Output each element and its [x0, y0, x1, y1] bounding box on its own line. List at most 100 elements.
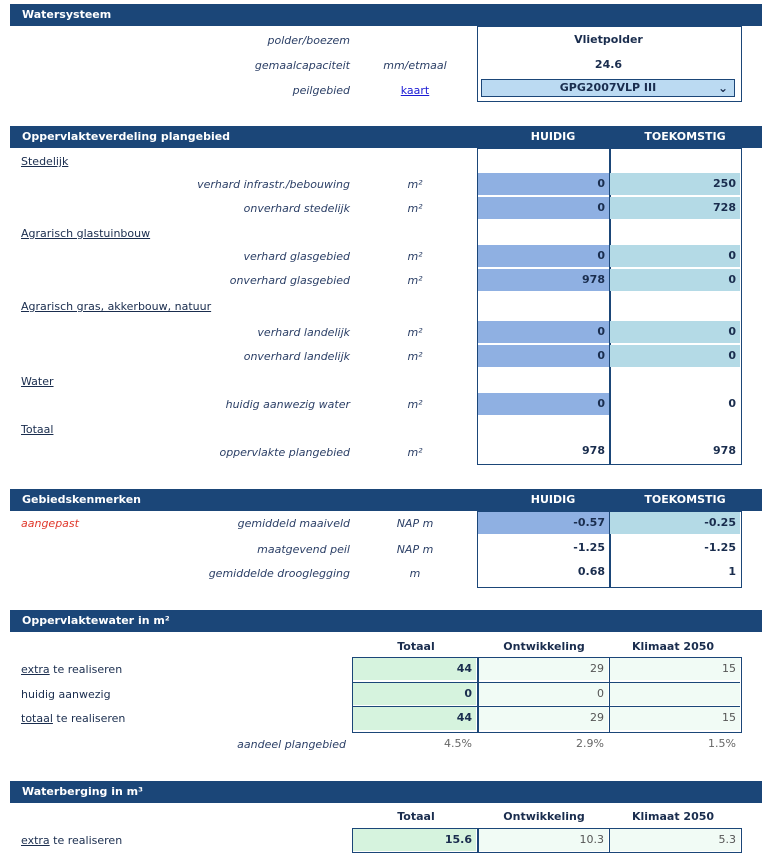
- row-unit: NAP m: [396, 543, 434, 556]
- huidig-value[interactable]: 0: [478, 345, 609, 367]
- row-unit: m²: [407, 398, 423, 411]
- toekomstig-value[interactable]: 0: [610, 245, 740, 267]
- row-label: gemiddeld maaiveld: [237, 517, 350, 530]
- row-label: gemiddelde drooglegging: [208, 567, 350, 580]
- toekomstig-value: -1.25: [704, 541, 736, 554]
- huidig-column-box: [477, 511, 611, 588]
- section-title: Oppervlakteverdeling plangebied: [22, 130, 231, 143]
- ontwikkeling-value: 29: [479, 658, 608, 680]
- col-huidig: HUIDIG: [530, 130, 576, 143]
- ontwikkeling-value: 10.3: [479, 829, 608, 851]
- huidig-value[interactable]: 0: [478, 197, 609, 219]
- peilgebied-selected: GPG2007VLP III: [559, 81, 657, 94]
- col-ontwikkeling: Ontwikkeling: [503, 640, 585, 653]
- row-extra-te-realiseren: extra te realiseren: [21, 663, 122, 676]
- row-label: verhard landelijk: [257, 326, 350, 339]
- toekomstig-value: 0: [728, 397, 736, 410]
- row-unit: m²: [407, 446, 423, 459]
- row-separator: [352, 682, 740, 683]
- row-unit: m²: [407, 350, 423, 363]
- huidig-value[interactable]: -0.57: [478, 512, 609, 534]
- totaal-value: 44: [353, 658, 476, 680]
- ontwikkeling-value: 0: [479, 683, 608, 705]
- aandeel-ontwikkeling: 2.9%: [576, 737, 604, 750]
- totaal-cell-box: [352, 828, 478, 853]
- row-unit: NAP m: [396, 517, 434, 530]
- section-header-watersysteem: Watersysteem: [10, 4, 762, 26]
- col-toekomstig: TOEKOMSTIG: [644, 130, 726, 143]
- row-unit: m²: [407, 326, 423, 339]
- aandeel-totaal: 4.5%: [444, 737, 472, 750]
- klimaat-value: 15: [610, 707, 740, 730]
- row-label-rest: te realiseren: [49, 834, 123, 847]
- peilgebied-label: peilgebied: [292, 84, 350, 97]
- row-unit: m²: [407, 250, 423, 263]
- section-title: Watersysteem: [22, 8, 112, 21]
- klimaat-value: [610, 683, 740, 705]
- row-label: onverhard landelijk: [243, 350, 350, 363]
- toekomstig-total: 978: [713, 444, 736, 457]
- section-header-waterberging: Waterberging in m³: [10, 781, 762, 803]
- row-label: maatgevend peil: [257, 543, 350, 556]
- row-label-rest: huidig aanwezig: [21, 688, 111, 701]
- toekomstig-value[interactable]: 728: [610, 197, 740, 219]
- section-title: Oppervlaktewater in m²: [22, 614, 170, 627]
- toekomstig-value: 1: [728, 565, 736, 578]
- section-title: Gebiedskenmerken: [22, 493, 141, 506]
- row-label: onverhard stedelijk: [243, 202, 350, 215]
- section-header-gebied: Gebiedskenmerken HUIDIG TOEKOMSTIG: [10, 489, 762, 511]
- toekomstig-value[interactable]: 0: [610, 269, 740, 291]
- section-totaal: Totaal: [21, 423, 54, 436]
- toekomstig-value[interactable]: 0: [610, 321, 740, 343]
- huidig-total: 978: [582, 444, 605, 457]
- klimaat-value: 5.3: [610, 829, 740, 851]
- row-label: verhard glasgebied: [243, 250, 350, 263]
- row-extra-te-realiseren: extra te realiseren: [21, 834, 122, 847]
- huidig-value[interactable]: 0: [478, 245, 609, 267]
- row-label: oppervlakte plangebied: [219, 446, 350, 459]
- row-unit: m: [409, 567, 421, 580]
- gemaal-label: gemaalcapaciteit: [254, 59, 350, 72]
- toekomstig-value[interactable]: 250: [610, 173, 740, 195]
- toekomstig-value[interactable]: 0: [610, 345, 740, 367]
- row-label-rest: te realiseren: [52, 712, 126, 725]
- col-huidig: HUIDIG: [530, 493, 576, 506]
- huidig-value[interactable]: 0: [478, 321, 609, 343]
- col-toekomstig: TOEKOMSTIG: [644, 493, 726, 506]
- col-totaal: Totaal: [397, 640, 435, 653]
- totaal-value: 15.6: [353, 829, 476, 851]
- gemaal-unit: mm/etmaal: [383, 59, 447, 72]
- huidig-column-box: [477, 148, 611, 465]
- polder-label: polder/boezem: [267, 34, 350, 47]
- section-title: Waterberging in m³: [22, 785, 143, 798]
- section-header-oppervlaktewater: Oppervlaktewater in m²: [10, 610, 762, 632]
- totaal-value: 0: [353, 683, 476, 705]
- row-label-underlined: totaal: [21, 712, 53, 725]
- col-ontwikkeling: Ontwikkeling: [503, 810, 585, 823]
- totaal-value: 44: [353, 707, 476, 730]
- watersysteem-box: [477, 26, 742, 102]
- col-totaal: Totaal: [397, 810, 435, 823]
- row-totaal-te-realiseren: totaal te realiseren: [21, 712, 125, 725]
- row-label-rest: te realiseren: [49, 663, 123, 676]
- row-separator: [352, 706, 740, 707]
- section-glastuinbouw: Agrarisch glastuinbouw: [21, 227, 151, 240]
- peilgebied-select[interactable]: GPG2007VLP III ⌄: [481, 79, 735, 97]
- huidig-value[interactable]: 0: [478, 393, 609, 415]
- aangepast-flag: aangepast: [21, 517, 79, 530]
- row-label-underlined: extra: [21, 834, 50, 847]
- huidig-value[interactable]: 0: [478, 173, 609, 195]
- klimaat-cell-box: [609, 828, 742, 853]
- section-gras-akkerbouw: Agrarisch gras, akkerbouw, natuur: [21, 300, 212, 313]
- row-label: onverhard glasgebied: [229, 274, 350, 287]
- section-water: Water: [21, 375, 54, 388]
- huidig-value: 0.68: [577, 565, 605, 578]
- klimaat-column-box: [609, 657, 742, 733]
- toekomstig-value[interactable]: -0.25: [610, 512, 740, 534]
- section-stedelijk: Stedelijk: [21, 155, 69, 168]
- huidig-value[interactable]: 978: [478, 269, 609, 291]
- row-huidig-aanwezig: huidig aanwezig: [21, 688, 111, 701]
- aandeel-klimaat: 1.5%: [708, 737, 736, 750]
- huidig-value: -1.25: [573, 541, 605, 554]
- kaart-link[interactable]: kaart: [400, 84, 430, 97]
